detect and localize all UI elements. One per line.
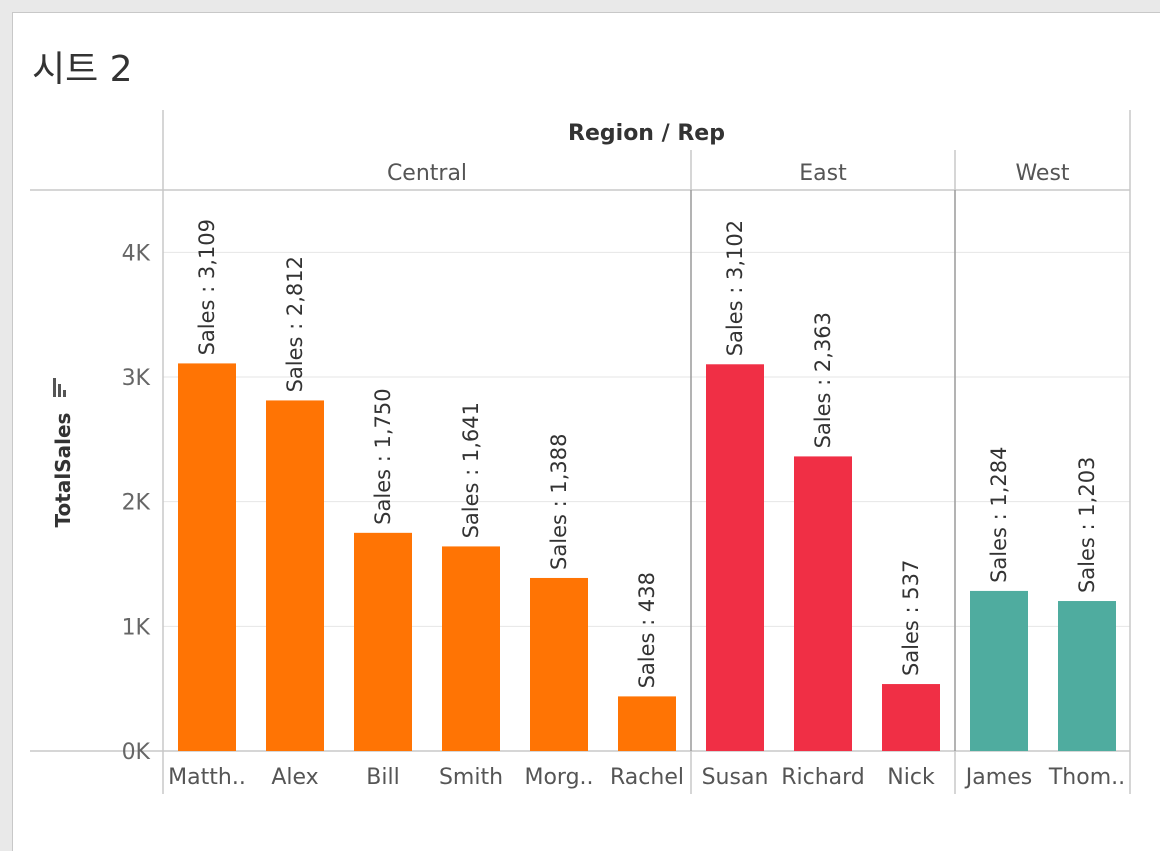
sort-icon[interactable] (53, 378, 66, 397)
bar (442, 546, 500, 751)
x-category-label: Thom.. (1048, 765, 1125, 790)
y-tick-label: 3K (122, 366, 151, 391)
bar (530, 577, 588, 751)
data-label: Sales : 1,284 (987, 446, 1011, 582)
bar (178, 363, 236, 751)
data-label: Sales : 537 (899, 560, 923, 676)
data-label: Sales : 3,109 (195, 219, 219, 355)
x-category-label: Richard (781, 765, 865, 790)
bar (1058, 601, 1116, 751)
bar (266, 400, 324, 751)
data-label: Sales : 1,388 (547, 434, 571, 570)
data-label: Sales : 1,203 (1075, 457, 1099, 593)
region-label: West (1015, 161, 1069, 186)
region-label: East (799, 161, 847, 186)
x-category-label: Alex (271, 765, 318, 790)
y-tick-label: 4K (122, 241, 151, 266)
bar (882, 684, 940, 751)
data-label: Sales : 2,363 (811, 312, 835, 448)
sheet-title: 시트 2 (32, 49, 133, 90)
data-label: Sales : 438 (635, 572, 659, 688)
y-tick-label: 2K (122, 491, 151, 516)
x-category-label: Matth.. (168, 765, 246, 790)
bar (970, 590, 1028, 751)
region-label: Central (387, 161, 467, 186)
bar (354, 532, 412, 751)
x-category-label: Morg.. (524, 765, 593, 790)
x-category-label: Nick (887, 765, 935, 790)
x-category-label: Rachel (610, 765, 684, 790)
data-label: Sales : 1,750 (371, 388, 395, 524)
y-axis-label: TotalSales (51, 413, 75, 528)
x-category-label: Susan (702, 765, 769, 790)
x-category-label: James (964, 765, 1032, 790)
data-label: Sales : 1,641 (459, 402, 483, 538)
x-category-label: Smith (439, 765, 503, 790)
y-tick-label: 1K (122, 615, 151, 640)
data-label: Sales : 2,812 (283, 256, 307, 392)
column-header: Region / Rep (568, 121, 725, 146)
y-tick-label: 0K (122, 740, 151, 765)
bar (794, 456, 852, 751)
data-label: Sales : 3,102 (723, 220, 747, 356)
x-category-label: Bill (366, 765, 399, 790)
bar (618, 696, 676, 751)
bar (706, 364, 764, 751)
